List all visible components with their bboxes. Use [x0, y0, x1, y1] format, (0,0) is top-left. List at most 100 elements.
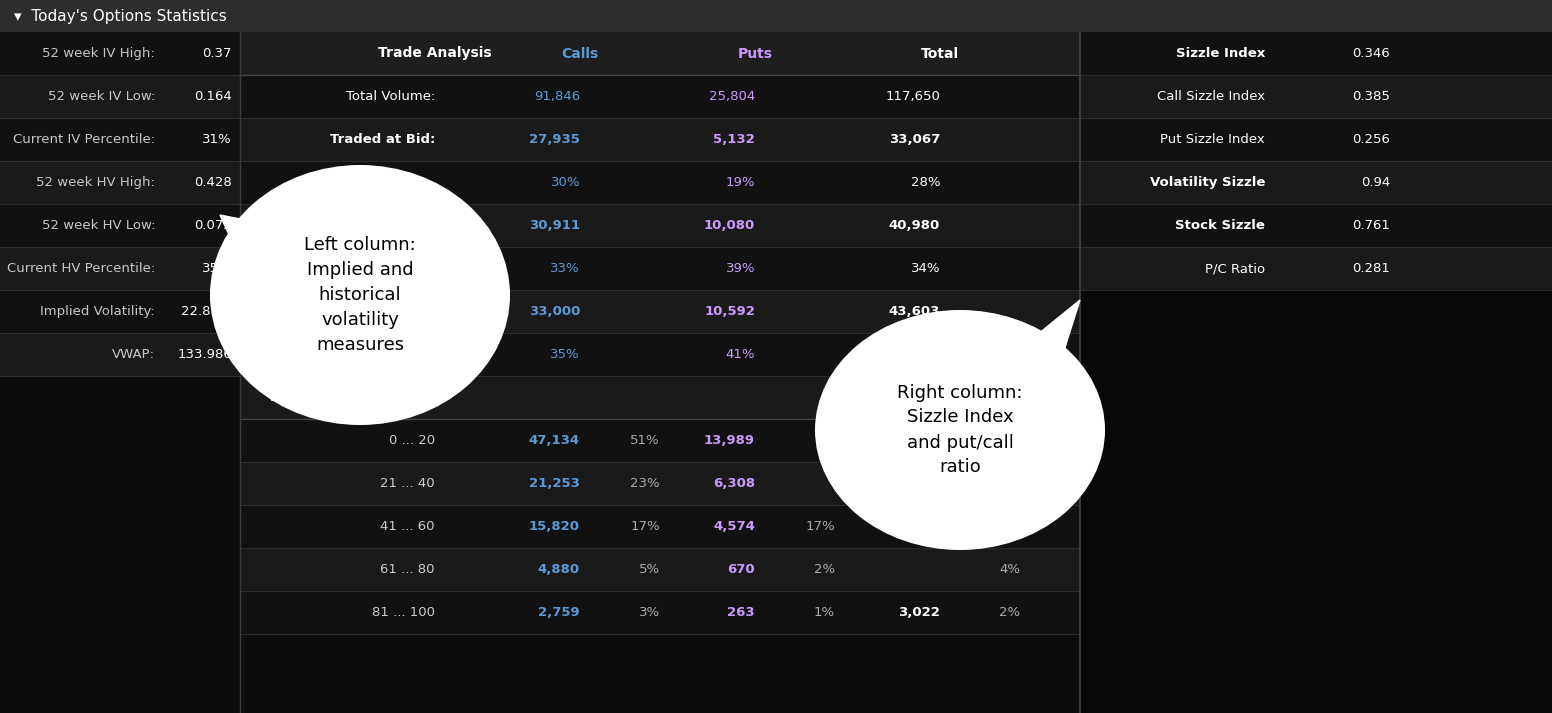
Text: 19%: 19% [725, 176, 754, 189]
Text: 0.94: 0.94 [1361, 176, 1391, 189]
Text: 52 week HV High:: 52 week HV High: [36, 176, 155, 189]
FancyBboxPatch shape [241, 419, 1080, 462]
Text: 2,759: 2,759 [539, 606, 580, 619]
Text: 52 week IV High:: 52 week IV High: [42, 47, 155, 60]
FancyBboxPatch shape [1080, 75, 1552, 118]
Text: Total: Total [920, 46, 959, 61]
FancyBboxPatch shape [1080, 161, 1552, 204]
Text: Call Sizzle Index: Call Sizzle Index [1156, 90, 1265, 103]
Text: 35%: 35% [551, 348, 580, 361]
Text: VWAP:: VWAP: [112, 348, 155, 361]
Text: 2%: 2% [813, 563, 835, 576]
FancyBboxPatch shape [0, 247, 241, 290]
Polygon shape [220, 215, 259, 257]
Text: 0.385: 0.385 [1352, 90, 1391, 103]
Text: Put Sizzle Index: Put Sizzle Index [1161, 133, 1265, 146]
Text: Implied Volatility:: Implied Volatility: [40, 305, 155, 318]
FancyBboxPatch shape [1080, 32, 1552, 713]
Text: Sizzle Index: Sizzle Index [1176, 47, 1265, 60]
FancyBboxPatch shape [241, 75, 1080, 118]
Text: Traded Between:: Traded Between: [309, 305, 435, 318]
Text: 31%: 31% [202, 133, 231, 146]
Text: 40,980: 40,980 [889, 219, 941, 232]
Text: 91,846: 91,846 [534, 90, 580, 103]
Text: 0.761: 0.761 [1352, 219, 1391, 232]
Text: 81 ... 100: 81 ... 100 [372, 606, 435, 619]
FancyBboxPatch shape [0, 161, 241, 204]
Text: 33,000: 33,000 [529, 305, 580, 318]
FancyBboxPatch shape [241, 548, 1080, 591]
Text: 13,989: 13,989 [705, 434, 754, 447]
FancyBboxPatch shape [241, 204, 1080, 247]
Text: 30%: 30% [551, 176, 580, 189]
Text: 51%: 51% [630, 434, 660, 447]
FancyBboxPatch shape [1080, 204, 1552, 247]
Polygon shape [1029, 300, 1080, 369]
Text: Right column:
Sizzle Index
and put/call
ratio: Right column: Sizzle Index and put/call … [897, 384, 1023, 476]
FancyBboxPatch shape [241, 290, 1080, 333]
Text: 22.81%: 22.81% [182, 305, 231, 318]
Text: 17%: 17% [630, 520, 660, 533]
FancyBboxPatch shape [0, 0, 1552, 32]
Text: 3%: 3% [639, 606, 660, 619]
Text: 0.281: 0.281 [1352, 262, 1391, 275]
FancyBboxPatch shape [241, 591, 1080, 634]
Text: Trade Analysis: Trade Analysis [379, 46, 492, 61]
Text: 2%: 2% [999, 606, 1020, 619]
Text: Current IV Percentile:: Current IV Percentile: [12, 133, 155, 146]
Text: 0.428: 0.428 [194, 176, 231, 189]
Text: Delta: Delta [270, 391, 310, 404]
Text: 21 ... 40: 21 ... 40 [380, 477, 435, 490]
Text: 0 ... 20: 0 ... 20 [390, 434, 435, 447]
Text: 0.37: 0.37 [202, 47, 231, 60]
Text: 17%: 17% [805, 520, 835, 533]
Text: 263: 263 [728, 606, 754, 619]
FancyBboxPatch shape [0, 204, 241, 247]
FancyBboxPatch shape [0, 333, 241, 376]
FancyBboxPatch shape [0, 75, 241, 118]
Ellipse shape [210, 165, 511, 425]
Text: Calls: Calls [562, 46, 599, 61]
Text: 0.164: 0.164 [194, 90, 231, 103]
Text: 28%: 28% [911, 176, 941, 189]
Text: 21,253: 21,253 [529, 477, 580, 490]
Text: 15,820: 15,820 [529, 520, 580, 533]
Text: 10,592: 10,592 [705, 305, 754, 318]
FancyBboxPatch shape [241, 333, 1080, 376]
Text: 23%: 23% [630, 477, 660, 490]
Text: 25,804: 25,804 [709, 90, 754, 103]
Text: 52 week HV Low:: 52 week HV Low: [42, 219, 155, 232]
Text: Stock Sizzle: Stock Sizzle [1175, 219, 1265, 232]
Text: 30,911: 30,911 [529, 219, 580, 232]
Text: 43,603: 43,603 [889, 305, 941, 318]
Text: Current HV Percentile:: Current HV Percentile: [6, 262, 155, 275]
Text: 27,935: 27,935 [529, 133, 580, 146]
Text: 0.256: 0.256 [1352, 133, 1391, 146]
Text: Total Volume:: Total Volume: [346, 90, 435, 103]
Ellipse shape [815, 310, 1105, 550]
Text: 52 week IV Low:: 52 week IV Low: [48, 90, 155, 103]
Text: Puts: Puts [737, 46, 773, 61]
FancyBboxPatch shape [0, 32, 241, 75]
Text: Traded at Bid:: Traded at Bid: [329, 133, 435, 146]
FancyBboxPatch shape [241, 505, 1080, 548]
Text: Left column:
Implied and
historical
volatility
measures: Left column: Implied and historical vola… [304, 236, 416, 354]
Text: 33%: 33% [551, 262, 580, 275]
Text: 0.346: 0.346 [1352, 47, 1391, 60]
FancyBboxPatch shape [0, 118, 241, 161]
Text: 133.986: 133.986 [177, 348, 231, 361]
Text: 1%: 1% [813, 606, 835, 619]
Text: ▾  Today's Options Statistics: ▾ Today's Options Statistics [14, 9, 227, 24]
Text: 117,650: 117,650 [885, 90, 941, 103]
FancyBboxPatch shape [241, 247, 1080, 290]
Text: 0.072: 0.072 [194, 219, 231, 232]
FancyBboxPatch shape [241, 161, 1080, 204]
Text: 670: 670 [728, 563, 754, 576]
Text: 4,574: 4,574 [712, 520, 754, 533]
Text: Traded at Ask:: Traded at Ask: [327, 219, 435, 232]
FancyBboxPatch shape [241, 118, 1080, 161]
Text: 5,132: 5,132 [714, 133, 754, 146]
Text: Volatility Sizzle: Volatility Sizzle [1150, 176, 1265, 189]
FancyBboxPatch shape [1080, 32, 1552, 75]
Text: 47,134: 47,134 [529, 434, 580, 447]
